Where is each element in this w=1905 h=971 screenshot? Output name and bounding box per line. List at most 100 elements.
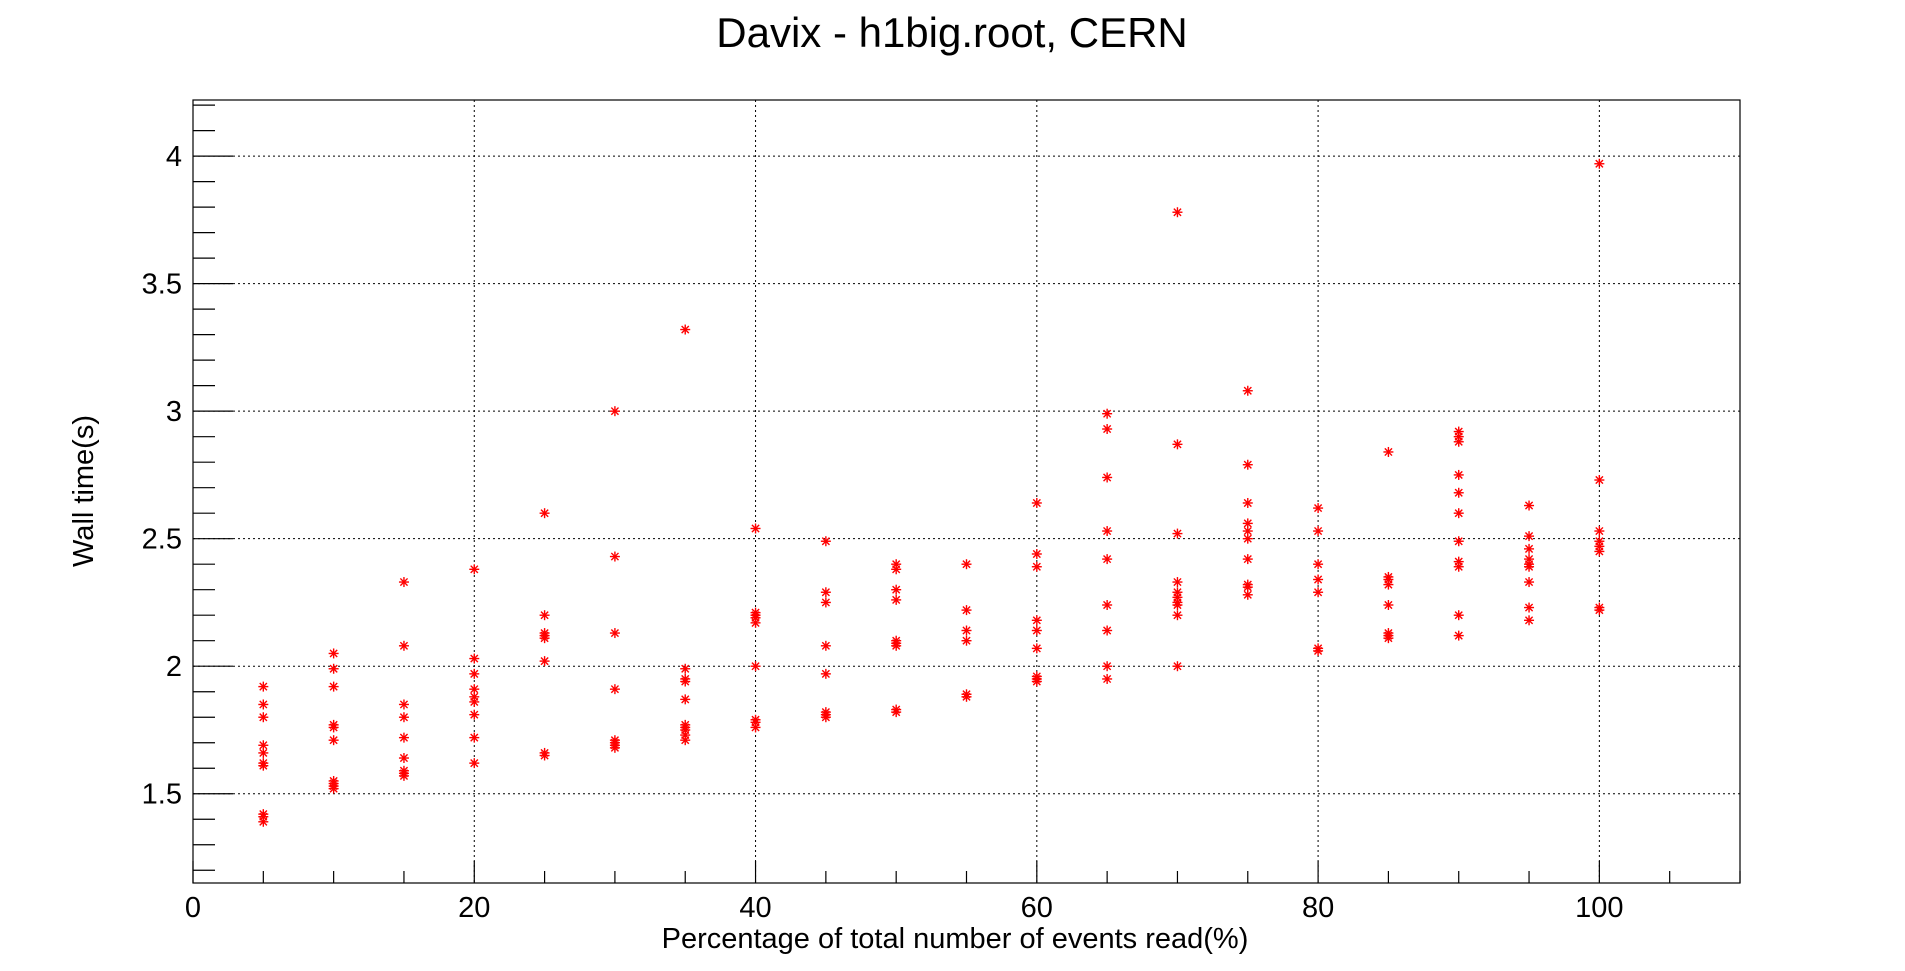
data-point xyxy=(1172,528,1183,539)
data-point xyxy=(750,661,761,672)
data-point xyxy=(328,722,339,733)
data-point xyxy=(961,625,972,636)
data-point xyxy=(1031,561,1042,572)
y-tick-labels: 1.5 2 2.5 3 3.5 4 xyxy=(142,141,182,811)
data-point xyxy=(398,712,409,723)
data-point xyxy=(1242,459,1253,470)
data-point xyxy=(680,324,691,335)
data-point xyxy=(1594,526,1605,537)
data-point xyxy=(398,640,409,651)
data-point xyxy=(820,536,831,547)
data-point xyxy=(680,694,691,705)
data-point xyxy=(469,696,480,707)
data-point xyxy=(1453,630,1464,641)
x-tick-labels: 0 20 40 60 80 100 xyxy=(185,892,1624,924)
data-point xyxy=(1102,661,1113,672)
data-point xyxy=(750,617,761,628)
data-point xyxy=(539,750,550,761)
data-point xyxy=(1453,469,1464,480)
data-point xyxy=(1524,561,1535,572)
data-point xyxy=(609,684,620,695)
data-point xyxy=(398,732,409,743)
data-point xyxy=(1453,536,1464,547)
data-point xyxy=(1524,602,1535,613)
data-point xyxy=(680,735,691,746)
data-point xyxy=(1313,526,1324,537)
data-point xyxy=(891,640,902,651)
data-point xyxy=(609,742,620,753)
y-tick-label: 3.5 xyxy=(142,269,182,301)
data-point xyxy=(750,523,761,534)
data-point xyxy=(398,753,409,764)
data-point xyxy=(328,783,339,794)
data-point xyxy=(820,640,831,651)
data-point xyxy=(1313,645,1324,656)
grid-lines xyxy=(193,100,1740,883)
data-point xyxy=(1313,559,1324,570)
y-axis-label: Wall time(s) xyxy=(68,415,100,567)
data-point xyxy=(1031,497,1042,508)
y-tick-label: 4 xyxy=(166,141,182,173)
data-point xyxy=(1172,207,1183,218)
data-point xyxy=(1524,543,1535,554)
data-point xyxy=(1102,554,1113,565)
data-point xyxy=(469,653,480,664)
x-tick-label: 100 xyxy=(1575,892,1623,924)
data-point xyxy=(1383,633,1394,644)
data-point xyxy=(1453,508,1464,519)
x-tick-label: 0 xyxy=(185,892,201,924)
x-axis-label: Percentage of total number of events rea… xyxy=(662,923,1249,955)
data-point xyxy=(609,628,620,639)
data-point xyxy=(1102,625,1113,636)
data-point xyxy=(1242,533,1253,544)
data-point xyxy=(1594,475,1605,486)
data-point xyxy=(1102,526,1113,537)
data-point xyxy=(820,712,831,723)
data-point xyxy=(1594,605,1605,616)
data-point xyxy=(258,681,269,692)
data-point xyxy=(891,594,902,605)
data-point xyxy=(1383,446,1394,457)
data-point xyxy=(1453,610,1464,621)
data-point xyxy=(1524,615,1535,626)
data-point xyxy=(820,587,831,598)
data-point xyxy=(961,559,972,570)
data-point xyxy=(1172,439,1183,450)
data-point xyxy=(1102,472,1113,483)
data-point xyxy=(1383,579,1394,590)
data-point xyxy=(539,633,550,644)
data-point xyxy=(539,610,550,621)
plot-frame xyxy=(192,99,1741,884)
data-point xyxy=(891,564,902,575)
data-point xyxy=(328,735,339,746)
data-point xyxy=(469,564,480,575)
data-point xyxy=(398,577,409,588)
data-point xyxy=(1031,615,1042,626)
data-point xyxy=(258,760,269,771)
data-point xyxy=(1031,676,1042,687)
data-point xyxy=(1102,599,1113,610)
data-point xyxy=(258,816,269,827)
data-point xyxy=(891,707,902,718)
data-point xyxy=(680,676,691,687)
data-point xyxy=(1242,554,1253,565)
data-point xyxy=(891,584,902,595)
data-point xyxy=(328,681,339,692)
data-point xyxy=(1102,424,1113,435)
data-point xyxy=(398,770,409,781)
data-point xyxy=(469,684,480,695)
data-point xyxy=(258,712,269,723)
data-point xyxy=(609,406,620,417)
chart-title: Davix - h1big.root, CERN xyxy=(716,9,1188,56)
data-point xyxy=(539,656,550,667)
data-point xyxy=(961,605,972,616)
data-point xyxy=(1453,561,1464,572)
x-tick-label: 60 xyxy=(1021,892,1053,924)
data-point xyxy=(961,635,972,646)
data-point xyxy=(328,663,339,674)
data-point xyxy=(1313,587,1324,598)
x-tick-label: 40 xyxy=(739,892,771,924)
data-point xyxy=(1594,158,1605,169)
data-point xyxy=(1594,546,1605,557)
